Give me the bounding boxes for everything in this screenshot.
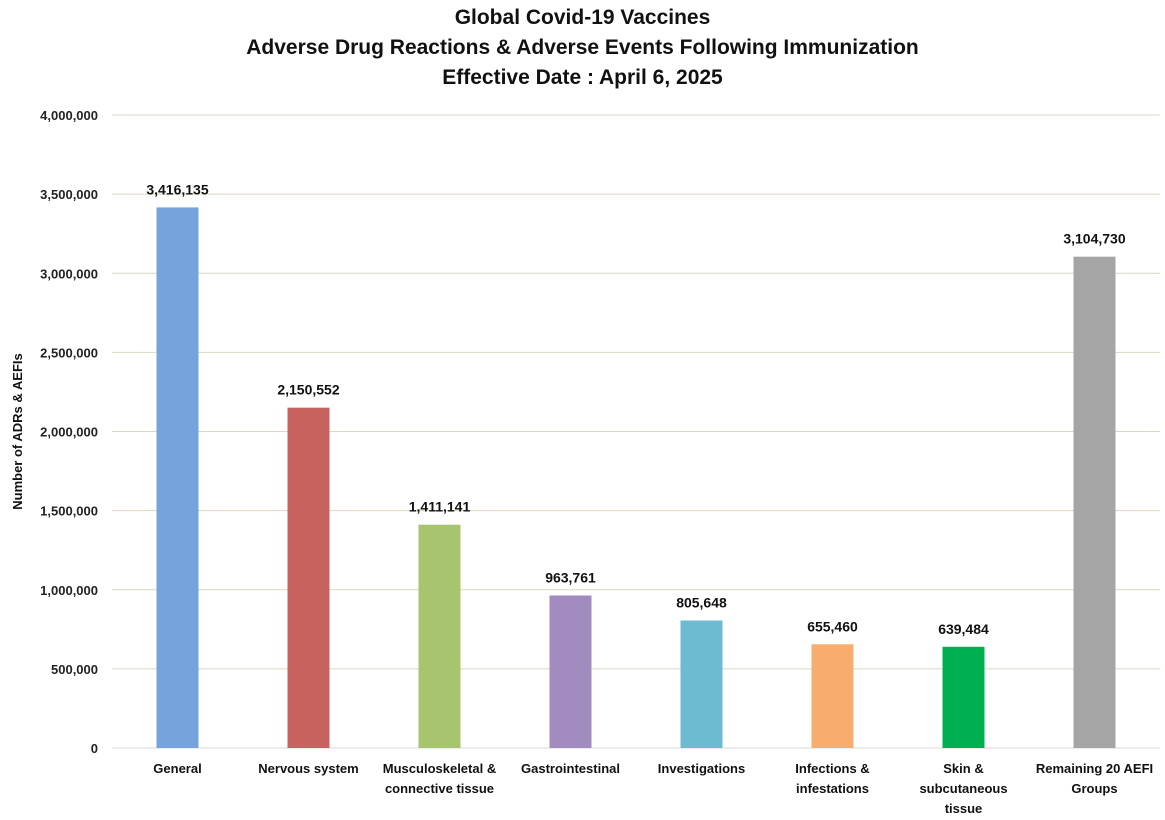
- y-tick-label: 2,500,000: [40, 345, 98, 360]
- y-tick-label: 500,000: [51, 662, 98, 677]
- x-tick-label: Skin &: [943, 761, 983, 776]
- bar: [549, 595, 592, 748]
- bar: [418, 524, 461, 748]
- data-label: 3,416,135: [146, 181, 208, 197]
- x-tick-label: Infections &: [795, 761, 869, 776]
- bar: [942, 646, 985, 748]
- x-tick-label: connective tissue: [385, 781, 494, 796]
- data-label: 2,150,552: [277, 382, 339, 398]
- x-tick-label: tissue: [945, 801, 983, 816]
- data-label: 639,484: [938, 621, 989, 637]
- x-tick-label: Gastrointestinal: [521, 761, 620, 776]
- x-tick-label: Investigations: [658, 761, 745, 776]
- bar: [1073, 256, 1116, 748]
- x-tick-label: Nervous system: [258, 761, 358, 776]
- x-tick-label: Musculoskeletal &: [383, 761, 496, 776]
- y-tick-label: 3,000,000: [40, 266, 98, 281]
- bar: [156, 207, 199, 749]
- data-label: 3,104,730: [1063, 231, 1125, 247]
- x-tick-label: infestations: [796, 781, 869, 796]
- x-tick-label: Remaining 20 AEFI: [1036, 761, 1153, 776]
- data-label: 805,648: [676, 595, 727, 611]
- data-label: 963,761: [545, 569, 596, 585]
- x-tick-label: Groups: [1071, 781, 1117, 796]
- data-label: 655,460: [807, 618, 858, 634]
- bar: [680, 620, 723, 748]
- y-tick-label: 4,000,000: [40, 108, 98, 123]
- chart-title-line-3: Effective Date : April 6, 2025: [442, 66, 723, 89]
- y-tick-label: 1,000,000: [40, 583, 98, 598]
- y-tick-label: 1,500,000: [40, 504, 98, 519]
- y-tick-label: 0: [91, 741, 98, 756]
- bar: [287, 407, 330, 748]
- y-tick-label: 3,500,000: [40, 187, 98, 202]
- x-tick-label: General: [153, 761, 201, 776]
- data-label: 1,411,141: [409, 499, 471, 515]
- y-tick-label: 2,000,000: [40, 425, 98, 440]
- x-tick-label: subcutaneous: [919, 781, 1007, 796]
- chart-title-line-2: Adverse Drug Reactions & Adverse Events …: [246, 36, 919, 59]
- bar: [811, 644, 854, 748]
- y-axis-title: Number of ADRs & AEFIs: [10, 353, 25, 510]
- chart-title-line-1: Global Covid-19 Vaccines: [454, 6, 711, 29]
